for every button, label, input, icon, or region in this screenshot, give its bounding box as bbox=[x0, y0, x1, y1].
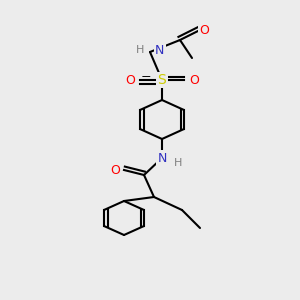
Text: H: H bbox=[174, 158, 182, 168]
Text: O: O bbox=[125, 74, 135, 86]
Text: O: O bbox=[189, 74, 199, 86]
Text: O: O bbox=[110, 164, 120, 176]
Text: N: N bbox=[155, 44, 164, 56]
Text: S: S bbox=[158, 73, 166, 87]
Text: O: O bbox=[199, 23, 209, 37]
Text: N: N bbox=[157, 152, 167, 164]
Text: H: H bbox=[136, 45, 144, 55]
Text: =: = bbox=[173, 73, 183, 85]
Text: =: = bbox=[141, 73, 151, 85]
